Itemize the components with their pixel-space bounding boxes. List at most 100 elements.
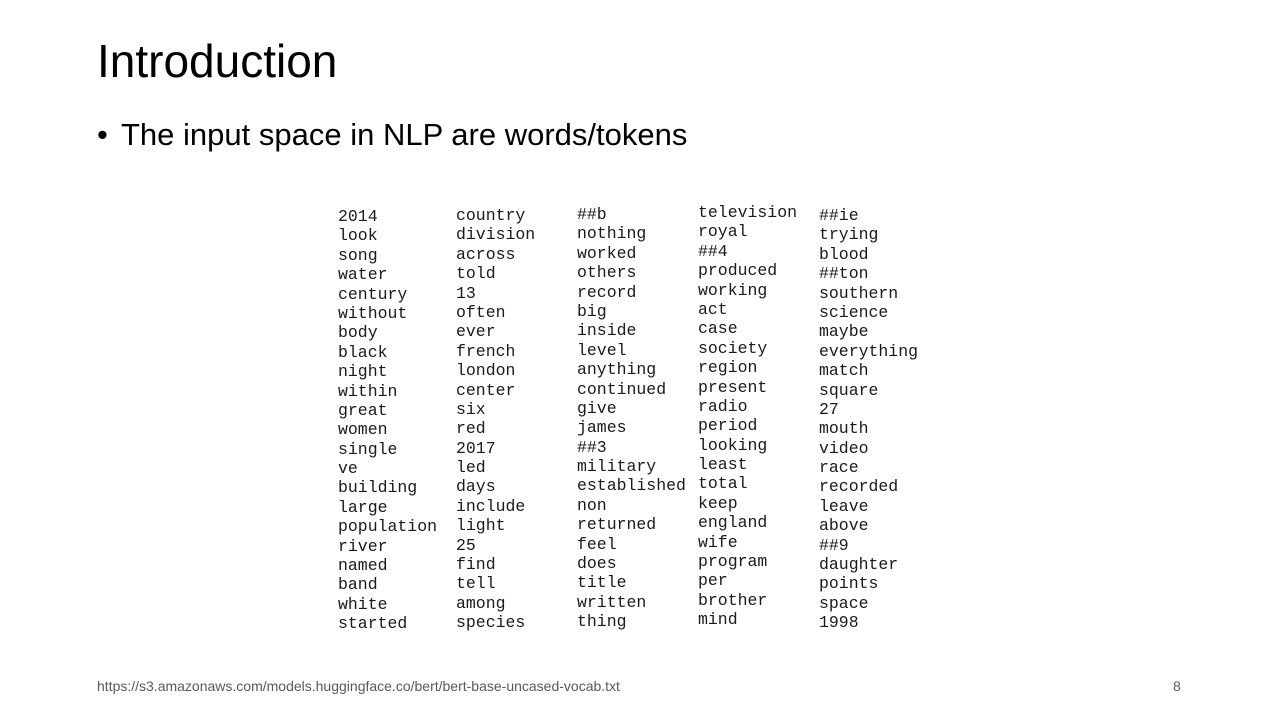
bullet-point: • The input space in NLP are words/token… [97,116,687,153]
vocab-token: single [338,439,398,459]
vocab-token: military [577,457,657,477]
vocab-token: royal [698,222,748,242]
vocab-token: 13 [456,283,476,303]
slide-title: Introduction [97,35,338,87]
vocab-token: building [338,478,418,498]
vocab-token: ##9 [819,535,849,555]
vocab-token: black [338,342,388,362]
vocab-token: television [698,203,798,222]
vocab-token: ##4 [698,241,728,261]
vocab-column-2: country division across told 13 often ever fren… [456,206,535,633]
vocab-token: look [338,226,378,246]
vocab-token: period [698,416,758,436]
vocab-token: led [456,458,486,478]
vocab-token: race [819,458,859,478]
bullet-symbol: • [97,117,108,152]
vocab-token: light [456,516,506,536]
vocab-token: everything [819,341,919,361]
vocab-token: named [338,556,388,576]
vocab-token: 27 [819,399,839,419]
vocab-token: band [338,575,378,595]
vocab-token: match [819,361,869,381]
vocab-token: keep [698,493,738,513]
vocab-token: give [577,398,617,418]
vocab-token: england [698,513,768,533]
vocab-token: ##3 [577,437,607,457]
vocab-token: among [456,593,506,613]
vocab-token: trying [819,225,879,245]
vocab-token: returned [577,515,657,535]
vocab-token: working [698,280,768,300]
vocab-token: leave [819,496,869,516]
vocab-token: london [456,361,516,381]
vocab-token: mouth [819,419,869,439]
vocab-token: body [338,323,378,343]
vocab-token: wife [698,532,738,552]
vocab-token: ##b [577,205,607,224]
vocab-token: 2014 [338,207,378,226]
vocab-token: daughter [819,555,899,575]
vocab-token: french [456,341,516,361]
vocab-token: title [577,573,627,593]
vocab-token: produced [698,261,778,281]
vocab-token: looking [698,435,768,455]
vocab-token: southern [819,283,899,303]
vocab-token: least [698,455,748,475]
vocab-token: often [456,302,506,322]
vocab-token: tell [456,574,496,594]
vocab-token: ##ie [819,206,859,225]
vocab-token: song [338,245,378,265]
vocab-token: points [819,574,879,594]
vocab-token: white [338,594,388,614]
vocab-token: large [338,497,388,517]
vocab-token: video [819,438,869,458]
vocab-token: told [456,264,496,284]
vocab-token: days [456,477,496,497]
vocab-token: blood [819,244,869,264]
vocab-token: big [577,301,607,321]
vocab-token: brother [698,590,768,610]
vocab-token: act [698,299,728,319]
vocab-column-3: ##b nothing worked others record big inside lev… [577,205,686,632]
vocab-token: 25 [456,535,476,555]
vocab-token: established [577,476,686,496]
vocab-token: 2017 [456,438,496,458]
vocab-token: above [819,516,869,536]
vocab-token: program [698,552,768,572]
vocab-token: does [577,554,617,574]
vocab-token: present [698,377,768,397]
vocab-token: worked [577,243,637,263]
vocab-token: without [338,303,408,323]
vocab-token: center [456,380,516,400]
vocab-token: red [456,419,486,439]
vocab-token: great [338,400,388,420]
vocab-token: include [456,496,526,516]
vocab-token: feel [577,534,617,554]
vocab-column-1: 2014 look song water century without body black… [338,207,437,634]
vocab-token: recorded [819,477,899,497]
vocab-token: thing [577,612,627,632]
vocab-token: water [338,265,388,285]
vocab-token: ever [456,322,496,342]
vocab-token: within [338,381,398,401]
vocab-token: river [338,536,388,556]
vocab-token: country [456,206,526,225]
vocab-token: science [819,302,889,322]
vocab-token: ##ton [819,264,869,284]
vocab-token: mind [698,610,738,630]
vocab-token: per [698,571,728,591]
vocab-token: maybe [819,322,869,342]
vocab-token: population [338,517,438,537]
vocab-token: division [456,225,536,245]
vocab-token: started [338,614,408,634]
vocab-token: women [338,420,388,440]
vocab-token: anything [577,360,657,380]
vocab-column-4: television royal ##4 produced working act case… [698,203,797,630]
vocab-column-5: ##ie trying blood ##ton southern science maybe… [819,206,918,633]
vocab-token: nothing [577,224,647,244]
vocab-token: century [338,284,408,304]
vocab-token: night [338,362,388,382]
vocab-token: record [577,282,637,302]
vocab-token: find [456,555,496,575]
vocab-token: case [698,319,738,339]
